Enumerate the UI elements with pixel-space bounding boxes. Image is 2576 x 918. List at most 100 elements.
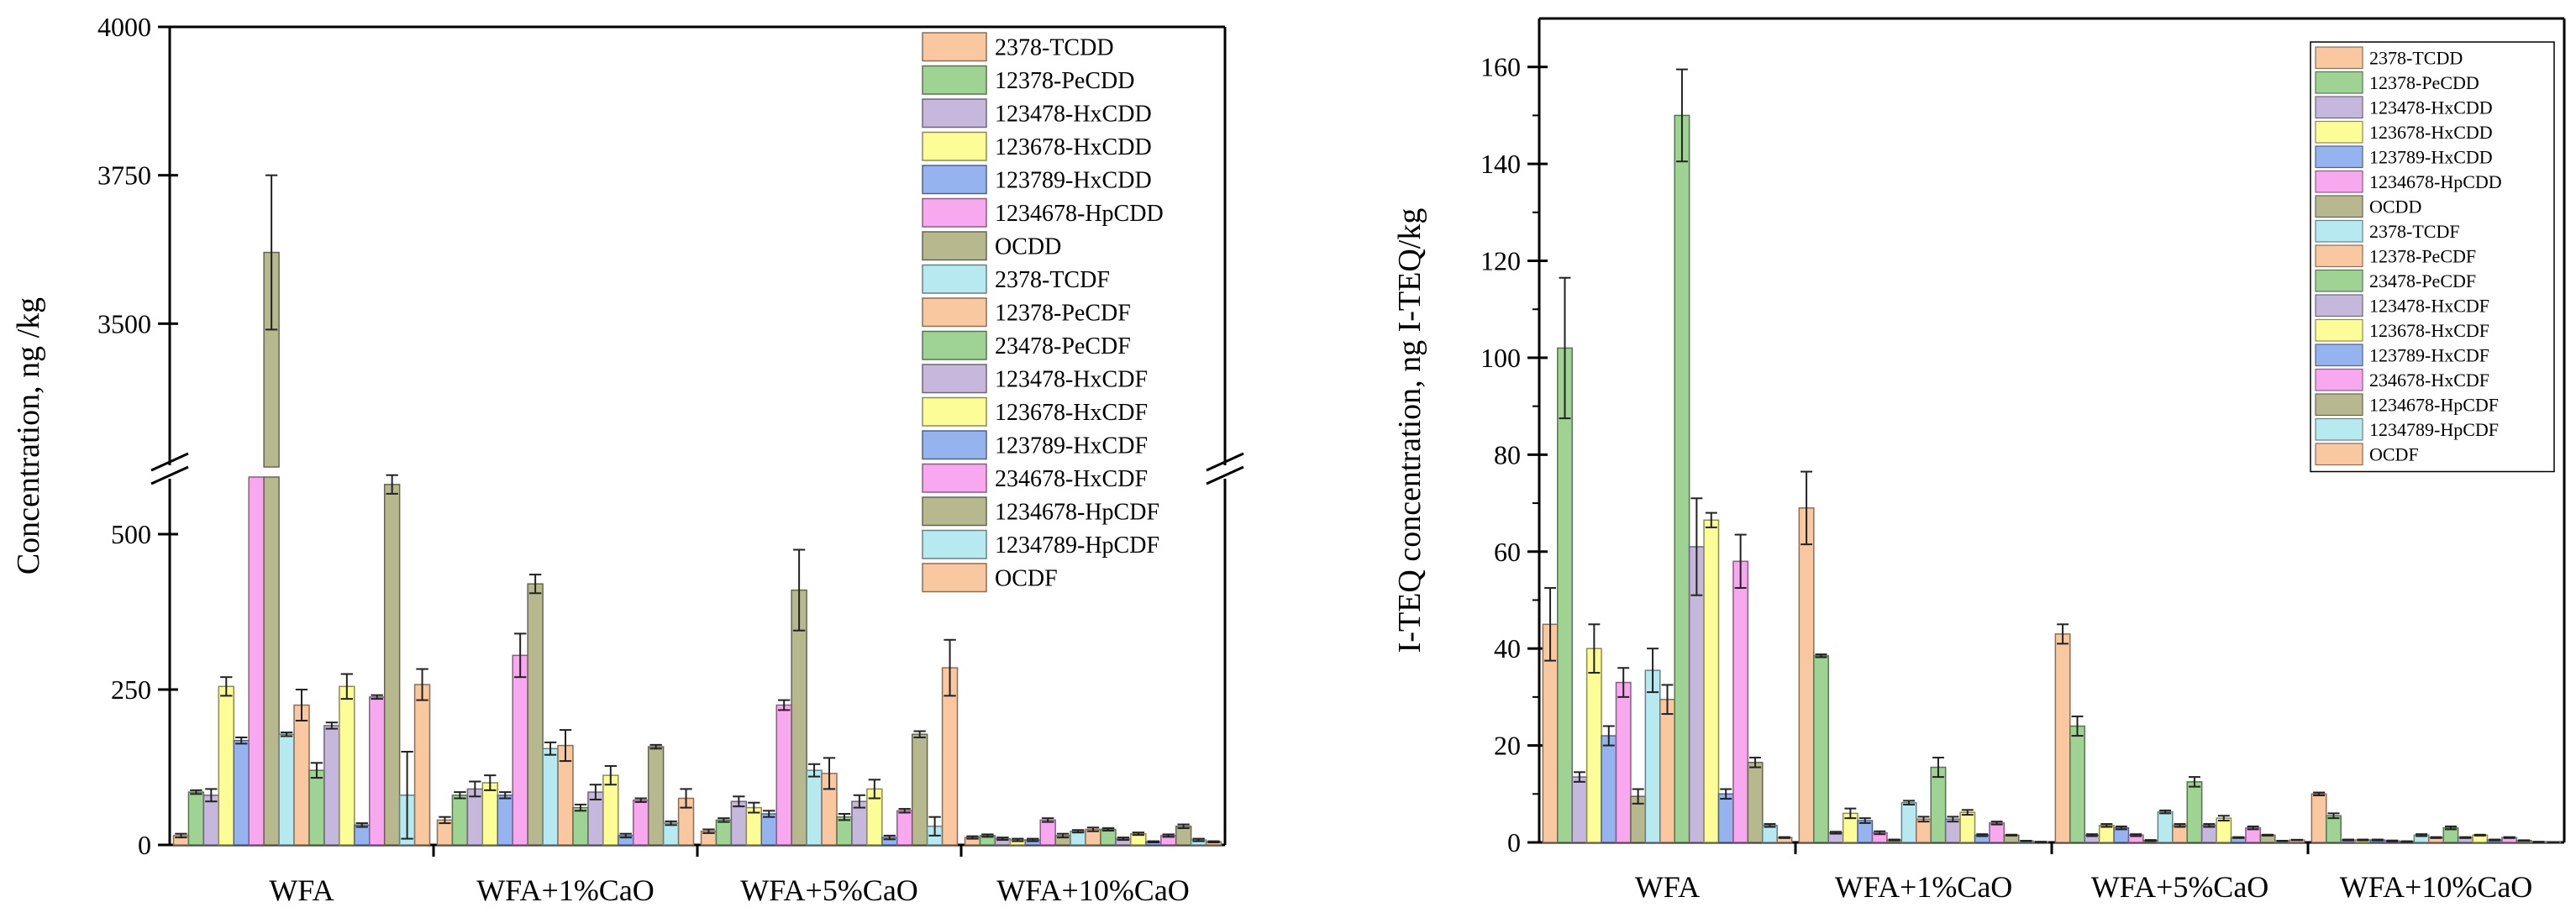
- bar-1234678-HpCDF-WFA[interactable]: [383, 484, 401, 846]
- bar-12378-PeCDD-WFA[interactable]: [187, 791, 205, 846]
- x-tick-label: WFA: [269, 873, 334, 907]
- bar-1234678-HpCDD-WFA[interactable]: [248, 476, 265, 846]
- legend-label: 123789-HxCDF: [2369, 345, 2489, 366]
- bar-234678-HxCDF-WFA[interactable]: [368, 696, 386, 846]
- axis-break-gap-left: [151, 465, 188, 479]
- bar-234678-HxCDF-WFA+5%CaO[interactable]: [896, 810, 913, 846]
- y-tick-label: 60: [1494, 537, 1521, 567]
- bar-1234678-HpCDF-WFA+1%CaO[interactable]: [647, 746, 665, 846]
- bar-123478-HxCDD-WFA[interactable]: [202, 795, 220, 846]
- bar-123678-HxCDD-WFA+5%CaO[interactable]: [2098, 825, 2115, 843]
- legend-label: 1234678-HpCDD: [2369, 171, 2502, 192]
- bar-1234678-HpCDD-WFA+5%CaO[interactable]: [775, 704, 792, 846]
- bar-12378-PeCDD-WFA+10%CaO[interactable]: [2326, 815, 2342, 843]
- bar-123789-HxCDF-WFA[interactable]: [1717, 793, 1734, 843]
- bar-2378-TCDF-WFA[interactable]: [278, 733, 295, 846]
- bar-123678-HxCDF-WFA[interactable]: [1703, 519, 1720, 843]
- axis-break-mark: [150, 452, 189, 472]
- bar-123678-HxCDF-WFA+1%CaO[interactable]: [1959, 811, 1976, 843]
- bar-OCDD-WFA+1%CaO[interactable]: [527, 583, 544, 846]
- chart-left: 0 250 500 3500 3750 4000 Concentration, ng /kg…: [11, 12, 1244, 907]
- bar-1234789-HpCDF-WFA[interactable]: [1762, 825, 1778, 843]
- bar-234678-HxCDF-WFA+1%CaO[interactable]: [632, 799, 649, 846]
- legend-swatch-123789-HxCDD: [922, 165, 987, 195]
- bar-12378-PeCDF-WFA[interactable]: [1659, 699, 1675, 843]
- y-tick-label: 20: [1494, 731, 1521, 761]
- bar-23478-PeCDF-WFA+5%CaO[interactable]: [2186, 781, 2203, 843]
- bar-12378-PeCDD-WFA+1%CaO[interactable]: [1813, 655, 1829, 843]
- bar-123478-HxCDF-WFA+1%CaO[interactable]: [1944, 818, 1961, 843]
- y-tick-label: 250: [111, 674, 151, 705]
- bar-123789-HxCDD-WFA+1%CaO[interactable]: [1857, 820, 1874, 843]
- bar-123678-HxCDF-WFA[interactable]: [339, 685, 355, 846]
- bar-12378-PeCDF-WFA[interactable]: [293, 704, 310, 846]
- bar-12378-PeCDD-WFA+5%CaO[interactable]: [2069, 725, 2085, 843]
- legend-label: 123678-HxCDD: [995, 134, 1152, 160]
- bar-12378-PeCDF-WFA+5%CaO[interactable]: [2172, 825, 2188, 843]
- bar-123789-HxCDF-WFA[interactable]: [354, 824, 371, 846]
- bar-23478-PeCDF-WFA+1%CaO[interactable]: [572, 806, 589, 846]
- legend-label: 123678-HxCDD: [2369, 122, 2493, 143]
- bar-123478-HxCDF-WFA+5%CaO[interactable]: [2200, 825, 2217, 843]
- bar-OCDD-WFA[interactable]: [263, 476, 280, 846]
- bar-123789-HxCDD-WFA+5%CaO[interactable]: [760, 813, 777, 846]
- bar-1234678-HpCDF-WFA+10%CaO[interactable]: [1175, 826, 1192, 846]
- y-tick-label: 0: [138, 830, 151, 860]
- bar-2378-TCDF-WFA+1%CaO[interactable]: [1900, 801, 1917, 843]
- bar-OCDF-WFA[interactable]: [413, 684, 431, 846]
- bar-123478-HxCDD-WFA[interactable]: [1571, 776, 1588, 843]
- bar-123478-HxCDF-WFA[interactable]: [323, 725, 340, 846]
- bar-1234789-HpCDF-WFA+1%CaO[interactable]: [662, 822, 680, 846]
- bar-123678-HxCDD-WFA[interactable]: [218, 685, 235, 846]
- legend-swatch-1234678-HpCDD: [2315, 170, 2363, 193]
- bar-12378-PeCDD-WFA+5%CaO[interactable]: [715, 819, 733, 846]
- bar-12378-PeCDD-WFA+1%CaO[interactable]: [451, 795, 469, 846]
- bar-2378-TCDF-WFA+5%CaO[interactable]: [806, 769, 823, 846]
- bar-1234678-HpCDD-WFA[interactable]: [1615, 681, 1632, 843]
- bar-12378-PeCDF-WFA+1%CaO[interactable]: [1916, 818, 1932, 843]
- legend-label: 1234678-HpCDF: [995, 500, 1159, 526]
- bar-2378-TCDD-WFA+10%CaO[interactable]: [2311, 793, 2327, 843]
- bar-1234678-HpCDF-WFA+5%CaO[interactable]: [911, 733, 928, 846]
- legend-label: 123678-HxCDF: [2369, 320, 2489, 341]
- bar-123678-HxCDF-WFA+5%CaO[interactable]: [2216, 817, 2232, 843]
- legend-label: 123478-HxCDF: [2369, 296, 2489, 317]
- y-tick-label: 140: [1480, 149, 1521, 179]
- bar-1234678-HpCDD-WFA+1%CaO[interactable]: [512, 654, 528, 846]
- bar-123789-HxCDD-WFA+1%CaO[interactable]: [497, 795, 513, 846]
- bar-123678-HxCDF-WFA+1%CaO[interactable]: [602, 774, 619, 846]
- legend-swatch-123478-HxCDD: [2315, 96, 2363, 119]
- bar-23478-PeCDF-WFA+5%CaO[interactable]: [836, 816, 853, 846]
- bar-234678-HxCDF-WFA[interactable]: [1732, 560, 1749, 843]
- axis-break-gap-right: [1207, 465, 1243, 479]
- bar-2378-TCDF-WFA+5%CaO[interactable]: [2157, 810, 2174, 843]
- legend-swatch-234678-HxCDF: [2315, 368, 2363, 391]
- legend-label: 1234789-HpCDF: [2369, 419, 2499, 440]
- y-axis-label: I-TEQ concentration, ng I-TEQ/kg: [1392, 208, 1427, 653]
- bar-123478-HxCDD-WFA+1%CaO[interactable]: [466, 788, 484, 846]
- bar-2378-TCDF-WFA+1%CaO[interactable]: [542, 748, 559, 846]
- bar-123678-HxCDD-WFA[interactable]: [1585, 648, 1602, 843]
- y-tick-label: 0: [1507, 827, 1521, 858]
- bar-2378-TCDF-WFA[interactable]: [1644, 669, 1661, 843]
- y-tick-label: 40: [1494, 633, 1521, 664]
- x-tick-label: WFA+5%CaO: [2091, 870, 2269, 904]
- legend-label: 2378-TCDD: [995, 35, 1114, 61]
- bar-12378-PeCDD-WFA[interactable]: [1557, 347, 1573, 843]
- bar-123678-HxCDD-WFA+1%CaO[interactable]: [481, 782, 499, 846]
- legend-swatch-123789-HxCDD: [2315, 145, 2363, 169]
- legend-swatch-2378-TCDD: [922, 32, 987, 62]
- bar-23478-PeCDF-WFA[interactable]: [308, 769, 325, 846]
- bar-23478-PeCDF-WFA[interactable]: [1674, 114, 1690, 843]
- bar-23478-PeCDF-WFA+10%CaO[interactable]: [1100, 828, 1117, 846]
- bar-123789-HxCDD-WFA[interactable]: [233, 739, 250, 846]
- bar-123789-HxCDD-WFA[interactable]: [1601, 735, 1617, 843]
- bar-123478-HxCDD-WFA+5%CaO[interactable]: [730, 800, 748, 846]
- bar-23478-PeCDF-WFA+1%CaO[interactable]: [1930, 766, 1947, 843]
- bar-1234678-HpCDF-WFA[interactable]: [1747, 762, 1764, 843]
- bar-2378-TCDD-WFA+5%CaO[interactable]: [2054, 633, 2071, 843]
- bar-234678-HxCDF-WFA+1%CaO[interactable]: [1989, 822, 2006, 843]
- bar-2378-TCDD-WFA+1%CaO[interactable]: [1798, 507, 1815, 843]
- legend-swatch-123678-HxCDD: [2315, 120, 2363, 144]
- bar-1234678-HpCDD-WFA+10%CaO[interactable]: [1039, 819, 1056, 846]
